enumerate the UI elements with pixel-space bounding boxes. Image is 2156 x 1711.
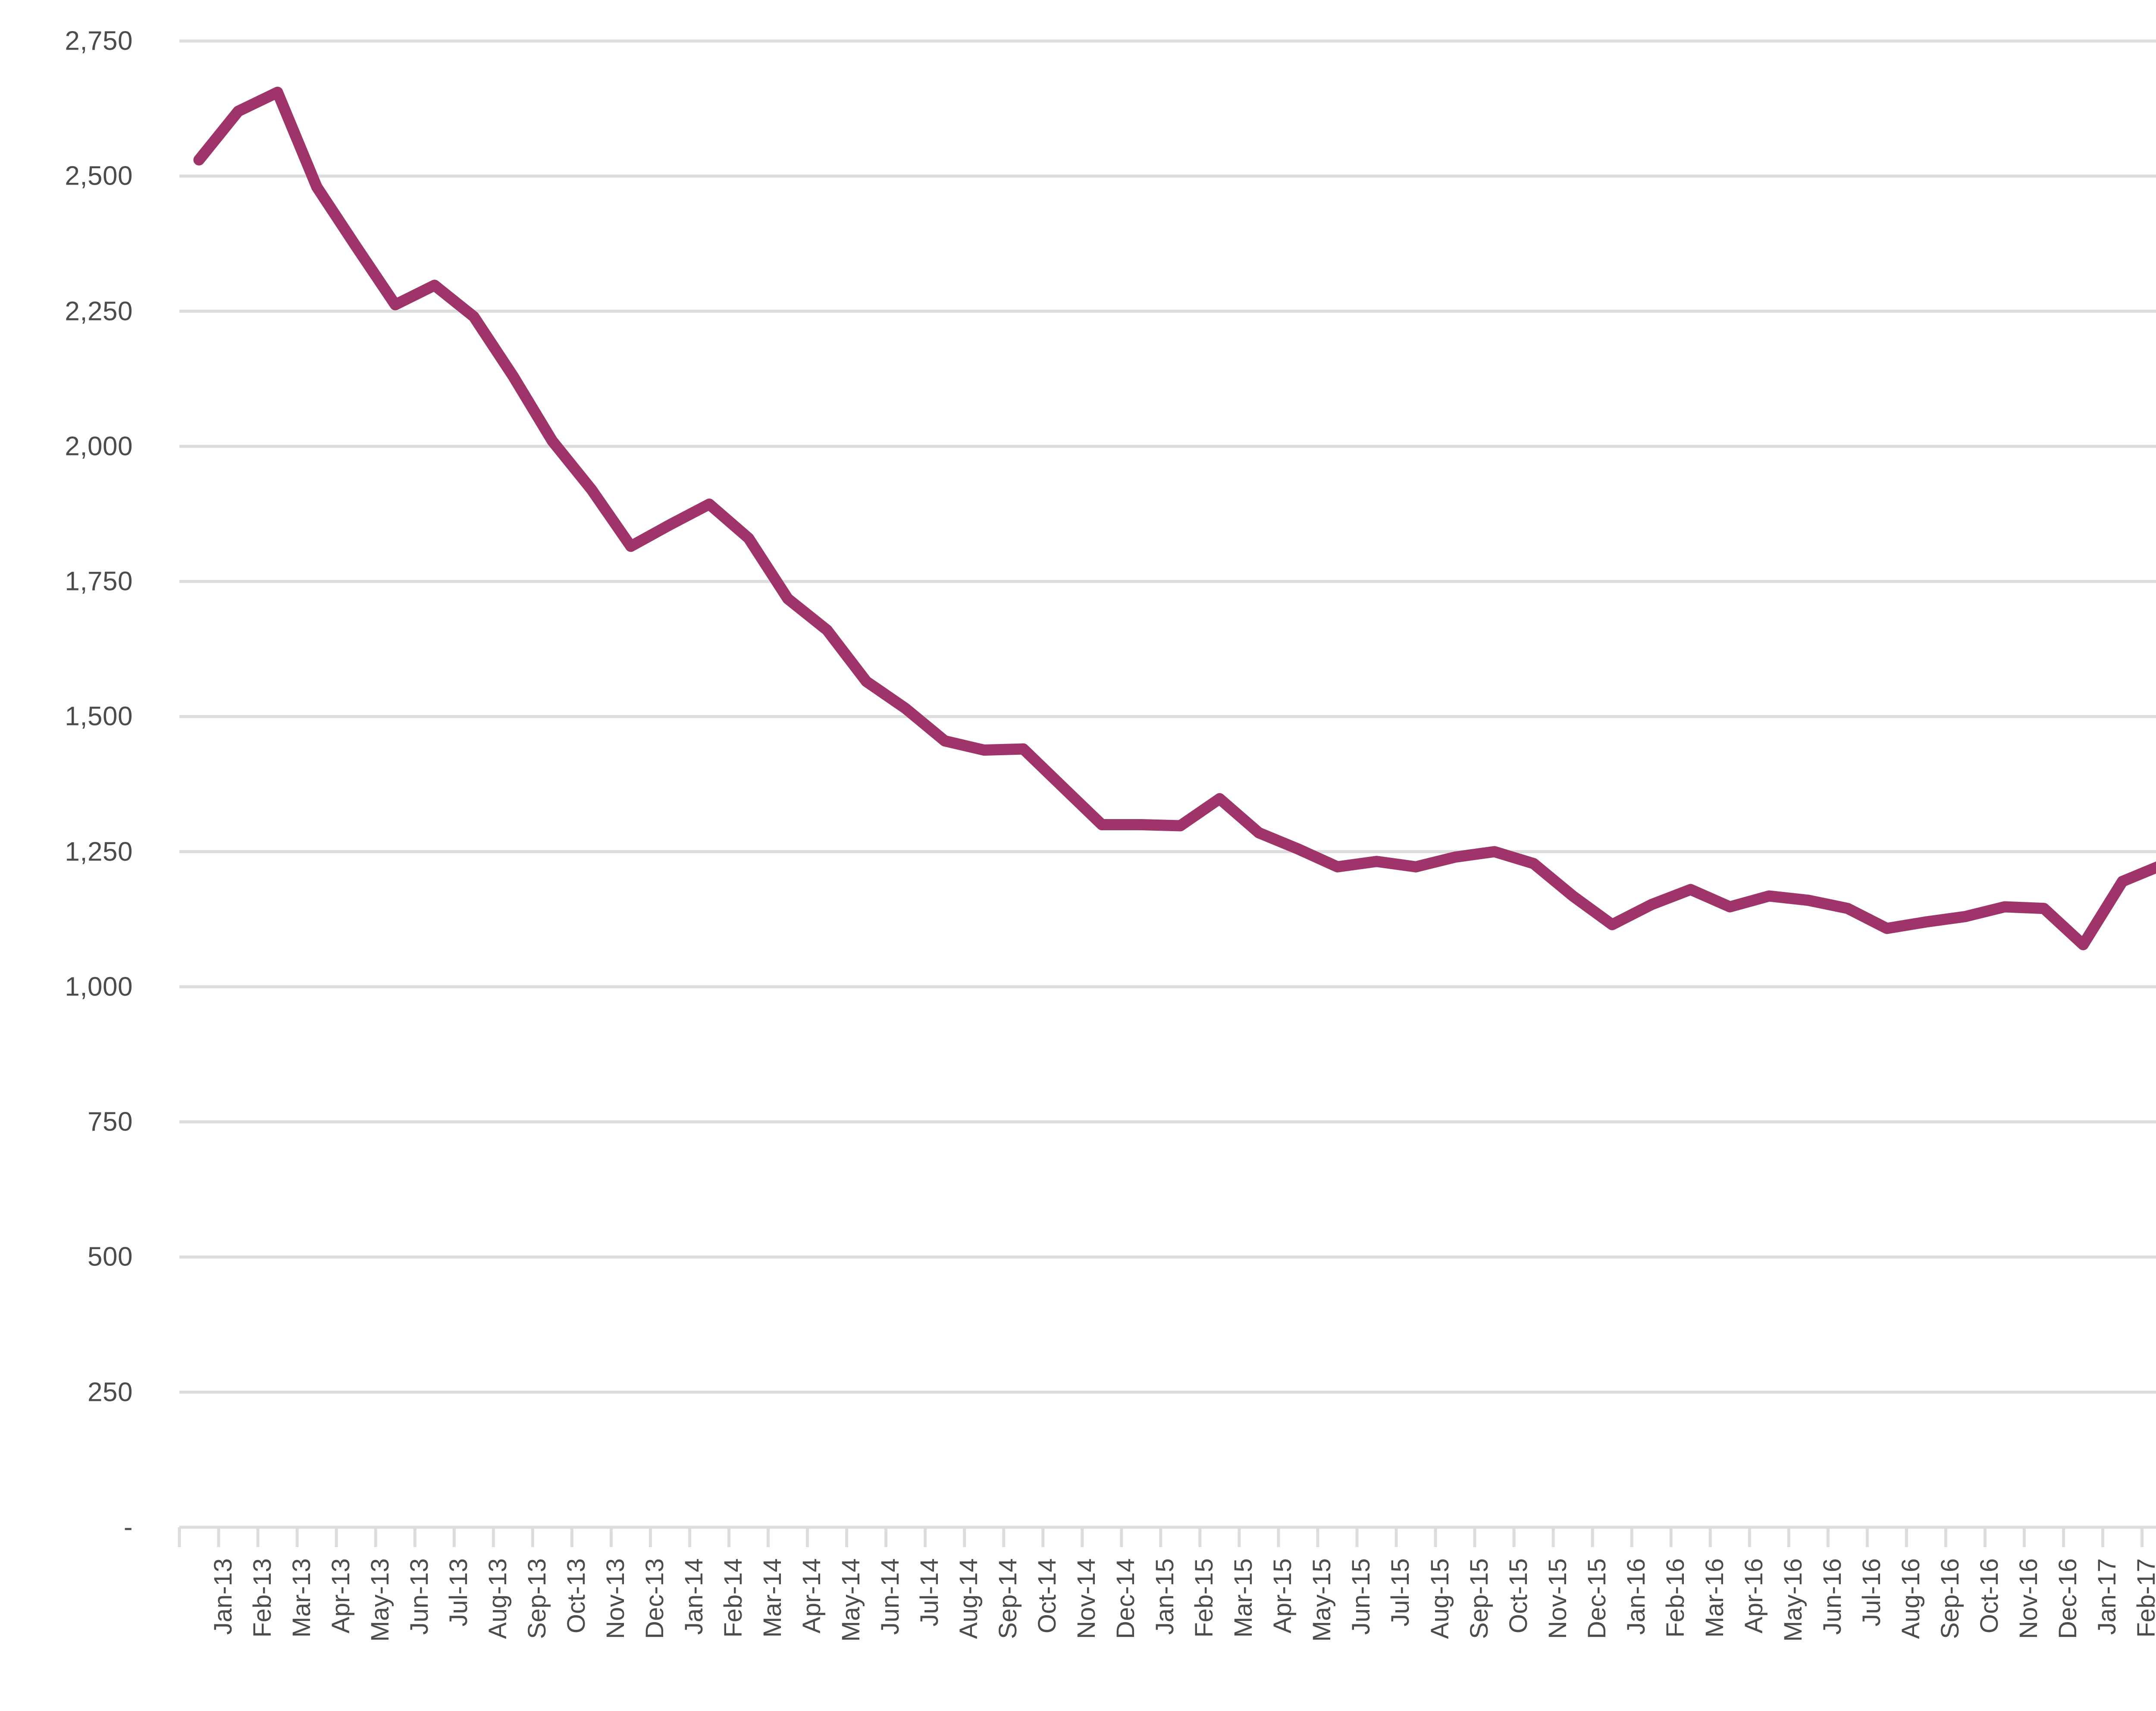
- x-axis-tick-label: Jun-13: [405, 1558, 433, 1635]
- x-axis-tick-label: Mar-16: [1700, 1558, 1729, 1638]
- x-axis-tick-label: May-16: [1779, 1558, 1807, 1642]
- y-axis-tick-label: 250: [88, 1377, 133, 1407]
- x-axis-tick-label: Apr-13: [326, 1558, 355, 1634]
- x-axis-tick-label: Sep-13: [523, 1558, 551, 1639]
- x-axis-tick-label: Feb-13: [248, 1558, 276, 1638]
- x-axis-tick-label: Jul-15: [1386, 1558, 1415, 1626]
- x-axis-tick-label: Feb-14: [719, 1558, 747, 1638]
- x-axis-tick-label: Aug-16: [1896, 1558, 1925, 1639]
- x-axis-tick-label: Dec-14: [1112, 1558, 1140, 1639]
- x-axis-tick-label: Mar-15: [1229, 1558, 1258, 1638]
- x-axis-tick-label: Dec-13: [640, 1558, 669, 1639]
- x-axis-tick-label: Jun-16: [1818, 1558, 1846, 1635]
- x-axis-tick-label: Jul-13: [444, 1558, 473, 1626]
- x-axis-tick-label: Oct-14: [1033, 1558, 1062, 1634]
- y-axis-tick-labels: 2,750 2,500 2,250 2,000 1,750 1,500 1,250 1,000…: [0, 0, 171, 1711]
- x-axis-tick-label: Jan-17: [2093, 1558, 2122, 1635]
- x-axis-tick-label: Nov-14: [1072, 1558, 1101, 1639]
- y-axis-tick-label: 1,250: [65, 837, 133, 867]
- x-axis-tick-label: May-15: [1308, 1558, 1336, 1642]
- x-axis-tick-label: Dec-15: [1583, 1558, 1611, 1639]
- y-axis-tick-label: 2,750: [65, 26, 133, 56]
- y-axis-tick-label: 1,000: [65, 972, 133, 1002]
- x-axis-tick-label: Sep-16: [1936, 1558, 1964, 1639]
- x-axis-tick-label: Oct-16: [1975, 1558, 2003, 1634]
- x-axis-tick-label: Mar-13: [287, 1558, 316, 1638]
- x-axis-tick-label: Jan-14: [680, 1558, 708, 1635]
- x-axis-tick-label: Apr-14: [798, 1558, 826, 1634]
- y-axis-tick-label: 500: [88, 1242, 133, 1272]
- y-axis-tick-label: 750: [88, 1107, 133, 1137]
- x-axis-tick-label: Aug-13: [483, 1558, 512, 1639]
- x-axis-tick-label: Aug-15: [1426, 1558, 1454, 1639]
- x-axis-tick-label: Apr-15: [1269, 1558, 1297, 1634]
- x-axis-tick-label: Jan-15: [1151, 1558, 1179, 1635]
- x-axis-tick-label: Feb-15: [1190, 1558, 1219, 1638]
- y-axis-tick-label: 1,500: [65, 701, 133, 731]
- x-axis-tick-label: Oct-15: [1504, 1558, 1532, 1634]
- x-axis-tick-label: May-13: [366, 1558, 394, 1642]
- y-axis-tick-label: 1,750: [65, 566, 133, 596]
- x-axis-tick-label: Feb-17: [2132, 1558, 2156, 1638]
- x-axis-tick-label: Jul-16: [1857, 1558, 1886, 1626]
- x-axis-tick-label: Sep-15: [1465, 1558, 1493, 1639]
- x-axis-tick-label: Feb-16: [1661, 1558, 1689, 1638]
- x-axis-tick-label: Nov-15: [1543, 1558, 1572, 1639]
- x-axis-tick-label: Oct-13: [562, 1558, 590, 1634]
- x-axis-tick-label: Jan-13: [209, 1558, 237, 1635]
- y-axis-tick-label: 2,250: [65, 296, 133, 327]
- data-line: [193, 87, 2156, 951]
- x-axis-tick-label: Jun-15: [1347, 1558, 1376, 1635]
- x-axis-tick-label: Jun-14: [876, 1558, 905, 1635]
- x-axis-tick-label: Jul-14: [915, 1558, 944, 1626]
- x-axis-tick-label: Mar-14: [758, 1558, 787, 1638]
- x-axis-tick-label: Dec-16: [2054, 1558, 2082, 1639]
- y-axis-tick-label: 2,000: [65, 431, 133, 461]
- y-axis-tick-label: -: [123, 1512, 133, 1542]
- x-axis-tick-label: Aug-14: [955, 1558, 983, 1639]
- x-axis-tick-label: Jan-16: [1622, 1558, 1650, 1635]
- x-axis-tick-label: Sep-14: [994, 1558, 1022, 1639]
- x-axis-tick-label: Nov-13: [601, 1558, 630, 1639]
- x-axis-tick-label: Nov-16: [2015, 1558, 2043, 1639]
- x-axis-tick-label: Apr-16: [1739, 1558, 1768, 1634]
- x-axis-tick-label: May-14: [837, 1558, 865, 1642]
- y-axis-tick-label: 2,500: [65, 161, 133, 191]
